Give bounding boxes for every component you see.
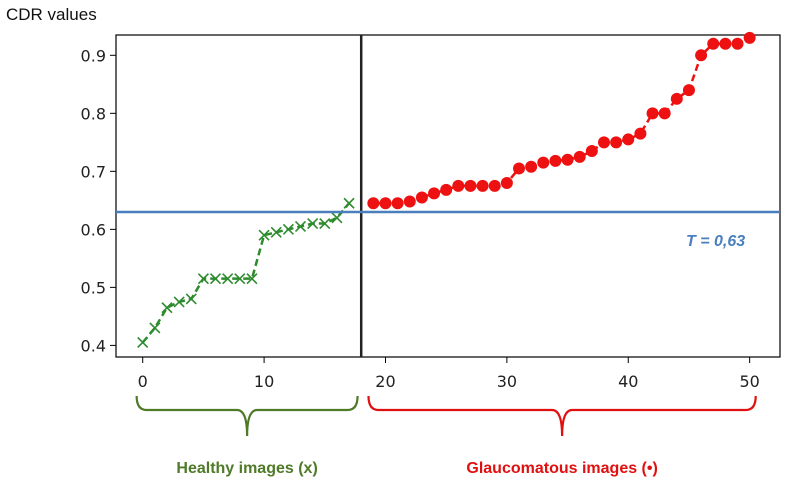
- data-point-x: [185, 293, 197, 305]
- y-tick-label: 0.9: [81, 46, 106, 65]
- data-point-x: [258, 229, 270, 241]
- data-point-circle: [476, 179, 489, 192]
- data-point-circle: [452, 179, 465, 192]
- y-tick-label: 0.5: [81, 278, 106, 297]
- data-point-x: [161, 302, 173, 314]
- y-tick-label: 0.4: [81, 336, 106, 355]
- x-ticks: 0 10 20 30 40 50: [138, 357, 760, 391]
- series-line: [141, 202, 351, 344]
- data-point-circle: [391, 197, 404, 210]
- y-tick-label: 0.7: [81, 162, 106, 181]
- group-bracket: [135, 395, 359, 437]
- data-point-circle: [670, 92, 683, 105]
- data-point-x: [331, 212, 343, 224]
- data-point-circle: [731, 37, 744, 50]
- group-bracket: [367, 395, 757, 437]
- x-tick-label: 40: [618, 372, 638, 391]
- data-point-circle: [513, 162, 526, 175]
- data-point-circle: [573, 150, 586, 163]
- data-point-x: [222, 273, 234, 285]
- data-point-circle: [428, 187, 441, 200]
- data-point-circle: [695, 49, 708, 62]
- data-point-circle: [379, 197, 392, 210]
- x-tick-label: 0: [138, 372, 148, 391]
- data-point-circle: [622, 133, 635, 146]
- data-point-circle: [658, 107, 671, 120]
- y-axis-label: CDR values: [6, 5, 97, 24]
- data-point-circle: [610, 136, 623, 149]
- data-point-circle: [440, 183, 453, 196]
- x-tick-label: 50: [739, 372, 759, 391]
- data-point-x: [294, 220, 307, 233]
- data-point-x: [137, 336, 149, 349]
- data-point-circle: [561, 153, 574, 166]
- data-point-circle: [646, 107, 659, 120]
- data-point-circle: [719, 37, 732, 50]
- y-tick-label: 0.8: [81, 104, 106, 123]
- data-point-x: [319, 217, 331, 230]
- data-point-x: [246, 273, 258, 285]
- data-point-circle: [537, 156, 550, 169]
- data-point-circle: [488, 179, 501, 192]
- plot-frame: [115, 34, 781, 358]
- group-label: Healthy images (x): [176, 460, 317, 477]
- x-tick-label: 20: [375, 372, 395, 391]
- data-point-circle: [415, 191, 428, 204]
- data-point-x: [343, 197, 355, 209]
- data-point-x: [270, 226, 282, 238]
- data-point-circle: [525, 160, 538, 173]
- group-label: Glaucomatous images (•): [466, 460, 657, 477]
- data-point-x: [209, 273, 222, 285]
- data-point-circle: [367, 197, 380, 210]
- x-tick-label: 30: [497, 372, 517, 391]
- threshold-label: T = 0,63: [686, 233, 745, 250]
- data-point-circle: [500, 176, 513, 189]
- data-point-x: [234, 273, 246, 285]
- data-point-circle: [682, 84, 695, 97]
- data-point-circle: [597, 136, 610, 149]
- data-point-x: [149, 322, 161, 334]
- data-point-circle: [403, 195, 416, 208]
- series-line: [373, 36, 751, 205]
- data-point-x: [197, 273, 209, 285]
- data-point-x: [173, 296, 185, 308]
- data-point-circle: [549, 154, 562, 167]
- group-brackets: Healthy images (x) Glaucomatous images (•…: [135, 395, 757, 477]
- data-point-circle: [707, 37, 720, 50]
- data-point-x: [307, 217, 319, 230]
- y-ticks: 0.4 0.5 0.6 0.7 0.8 0.9: [81, 46, 116, 355]
- data-series: [137, 31, 756, 349]
- data-point-circle: [743, 31, 756, 44]
- data-point-x: [282, 223, 294, 235]
- y-tick-label: 0.6: [81, 220, 106, 239]
- x-tick-label: 10: [254, 372, 274, 391]
- data-point-circle: [634, 127, 647, 140]
- data-point-circle: [464, 179, 477, 192]
- data-point-circle: [585, 145, 598, 158]
